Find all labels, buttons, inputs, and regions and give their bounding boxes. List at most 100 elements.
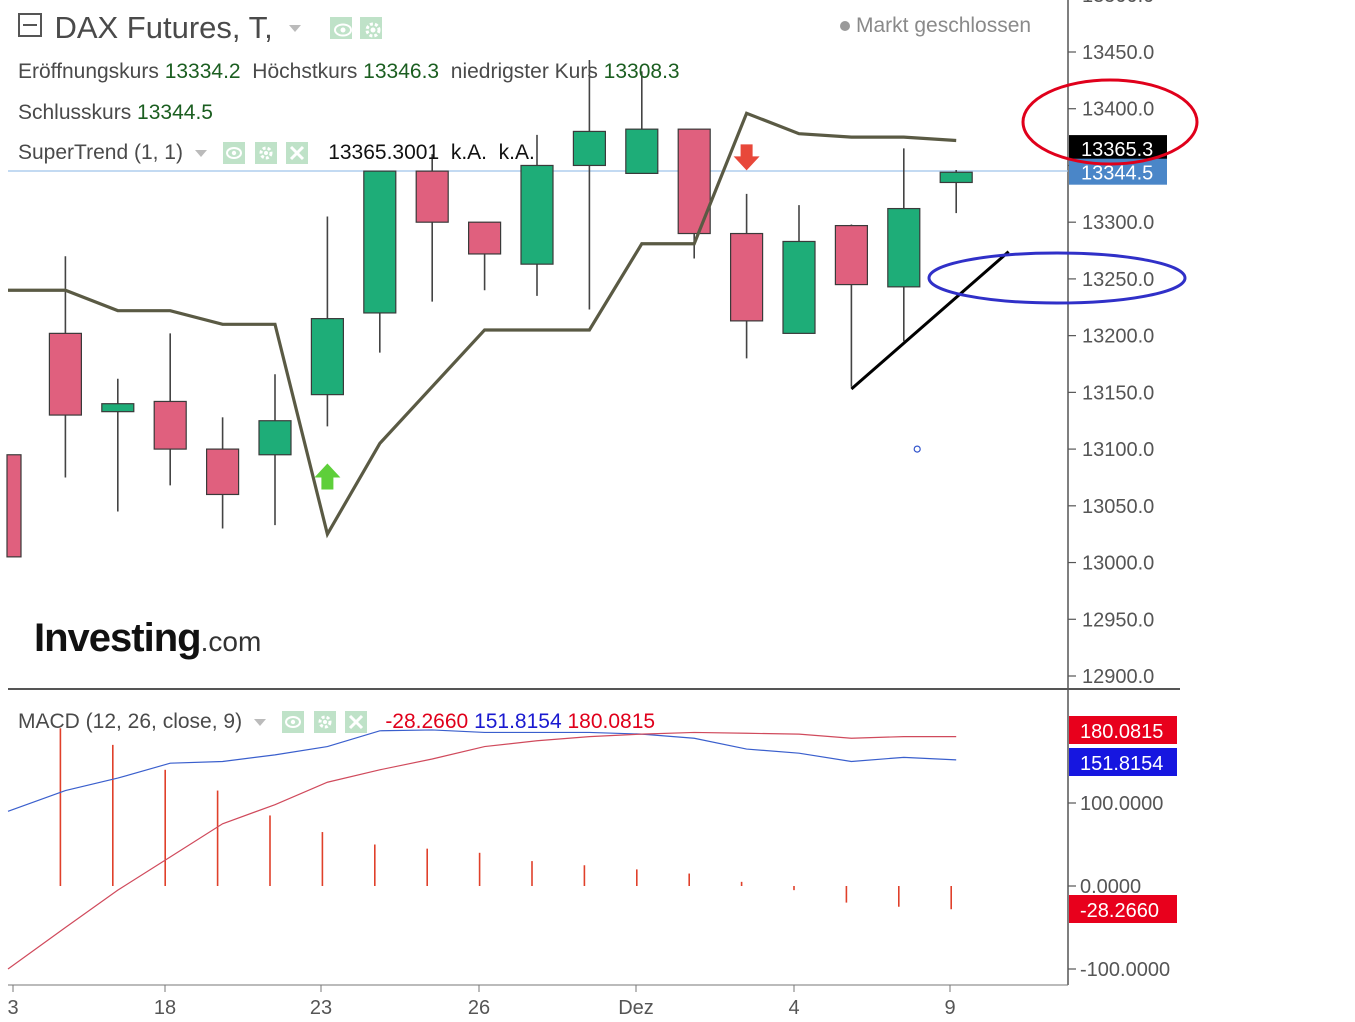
high-label: Höchstkurs bbox=[252, 60, 358, 83]
macd-legend[interactable]: MACD (12, 26, close, 9) -28.2660 151.815… bbox=[18, 710, 655, 734]
high-value: 13346.3 bbox=[363, 60, 440, 83]
candle-body bbox=[6, 454, 22, 558]
marker-dot bbox=[913, 445, 921, 453]
macd-tick-label: 100.0000 bbox=[1080, 793, 1163, 815]
candles-layer bbox=[6, 59, 973, 558]
macd-dropdown-icon[interactable] bbox=[253, 718, 266, 726]
price-tick-label: 13200.0 bbox=[1082, 326, 1154, 348]
supertrend-gear-icon[interactable] bbox=[254, 142, 277, 165]
macd-layer bbox=[7, 728, 957, 970]
candle-body bbox=[48, 332, 83, 416]
ohlc-row-2: Schlusskurs 13344.5 bbox=[18, 101, 213, 125]
supertrend-legend[interactable]: SuperTrend (1, 1) 13365.3001 k.A. k.A. bbox=[18, 141, 535, 165]
macd-signal-value: 180.0815 bbox=[567, 710, 656, 733]
time-tick-label: 4 bbox=[788, 997, 799, 1019]
time-tick-label: 18 bbox=[154, 997, 176, 1019]
supertrend-value-3: k.A. bbox=[498, 141, 535, 164]
price-tick-label: 13000.0 bbox=[1082, 553, 1154, 575]
market-status: Markt geschlossen bbox=[840, 14, 1031, 38]
price-tick-label: 13400.0 bbox=[1082, 99, 1154, 121]
candle-body bbox=[572, 130, 607, 167]
time-tick-label: 3 bbox=[7, 997, 18, 1019]
supertrend-close-icon[interactable] bbox=[286, 142, 309, 165]
candle-body bbox=[468, 221, 502, 255]
investing-logo: Investing.com bbox=[34, 616, 262, 660]
macd-line bbox=[7, 729, 957, 812]
candle-body bbox=[206, 448, 240, 496]
candle-body bbox=[153, 400, 187, 450]
time-tick-label: 23 bbox=[310, 997, 332, 1019]
macd-tick-label: -100.0000 bbox=[1080, 959, 1170, 981]
price-label-box bbox=[1069, 135, 1167, 162]
price-tick-label: 13100.0 bbox=[1082, 439, 1154, 461]
supertrend-dropdown-icon[interactable] bbox=[194, 149, 207, 157]
buy-arrow-icon bbox=[314, 463, 341, 490]
price-tick-label: 12950.0 bbox=[1082, 609, 1154, 631]
supertrend-line bbox=[8, 111, 957, 539]
price-tick-label: 13300.0 bbox=[1082, 212, 1154, 234]
open-value: 13334.2 bbox=[164, 60, 241, 83]
price-tick-label: 13150.0 bbox=[1082, 382, 1154, 404]
price-tick-label: 13500.0 bbox=[1082, 0, 1154, 7]
candle-body bbox=[939, 171, 973, 184]
macd-name: MACD (12, 26, close, 9) bbox=[18, 710, 243, 733]
supertrend-value-2: k.A. bbox=[450, 141, 487, 164]
supertrend-name: SuperTrend (1, 1) bbox=[18, 141, 183, 164]
macd-value-box bbox=[1069, 895, 1177, 923]
supertrend-eye-icon[interactable] bbox=[222, 142, 245, 165]
price-tick-label: 13050.0 bbox=[1082, 496, 1154, 518]
time-tick-label: 26 bbox=[468, 997, 490, 1019]
candle-body bbox=[729, 232, 764, 322]
macd-value-text: -28.2660 bbox=[1080, 900, 1159, 922]
status-dot-icon bbox=[840, 21, 850, 32]
time-tick-label: Dez bbox=[618, 997, 654, 1019]
candle-body bbox=[520, 164, 554, 265]
price-tick-label: 13250.0 bbox=[1082, 269, 1154, 291]
signal-line bbox=[7, 731, 957, 970]
macd-eye-icon[interactable] bbox=[281, 711, 304, 734]
supertrend-layer bbox=[8, 111, 957, 539]
sell-arrow-icon bbox=[733, 144, 760, 171]
price-label-text: 13365.3 bbox=[1081, 139, 1153, 161]
candle-body bbox=[310, 318, 344, 396]
candle-body bbox=[625, 128, 659, 174]
close-value: 13344.5 bbox=[137, 101, 213, 124]
close-label: Schlusskurs bbox=[18, 101, 132, 124]
macd-value-box bbox=[1069, 716, 1177, 744]
settings-gear-icon[interactable] bbox=[360, 17, 383, 39]
visibility-eye-icon[interactable] bbox=[329, 17, 352, 39]
price-tick-label: 13450.0 bbox=[1082, 42, 1154, 64]
candle-body bbox=[782, 240, 816, 334]
candle-body bbox=[415, 170, 449, 223]
macd-hist-value: -28.2660 bbox=[385, 710, 469, 733]
candle-body bbox=[363, 170, 397, 314]
macd-value-text: 180.0815 bbox=[1080, 721, 1163, 743]
macd-tick-label: 0.0000 bbox=[1080, 876, 1141, 898]
annotations-layer bbox=[850, 78, 1199, 453]
blue-ellipse bbox=[927, 251, 1187, 305]
chart-title: DAX Futures, T, bbox=[54, 10, 273, 45]
candle-body bbox=[887, 207, 921, 288]
drawn-trendline bbox=[850, 250, 1010, 391]
chart-header: DAX Futures, T, bbox=[18, 10, 386, 50]
macd-macd-value: 151.8154 bbox=[474, 710, 562, 733]
time-tick-label: 9 bbox=[944, 997, 955, 1019]
open-label: Eröffnungskurs bbox=[18, 60, 159, 83]
collapse-icon[interactable] bbox=[18, 13, 42, 37]
ohlc-row-1: Eröffnungskurs 13334.2 Höchstkurs 13346.… bbox=[18, 60, 680, 84]
candle-body bbox=[834, 224, 869, 286]
price-label-text: 13344.5 bbox=[1081, 163, 1153, 185]
macd-value-text: 151.8154 bbox=[1080, 753, 1163, 775]
red-ellipse bbox=[1021, 78, 1199, 166]
candle-body bbox=[101, 403, 135, 413]
supertrend-value-1: 13365.3001 bbox=[328, 141, 440, 164]
low-value: 13308.3 bbox=[603, 60, 680, 83]
macd-gear-icon[interactable] bbox=[313, 711, 336, 734]
macd-value-box bbox=[1069, 748, 1177, 776]
candle-body bbox=[258, 420, 292, 456]
low-label: niedrigster Kurs bbox=[450, 60, 598, 83]
price-tick-label: 12900.0 bbox=[1082, 666, 1154, 688]
macd-close-icon[interactable] bbox=[345, 711, 368, 734]
title-dropdown-icon[interactable] bbox=[289, 24, 302, 32]
